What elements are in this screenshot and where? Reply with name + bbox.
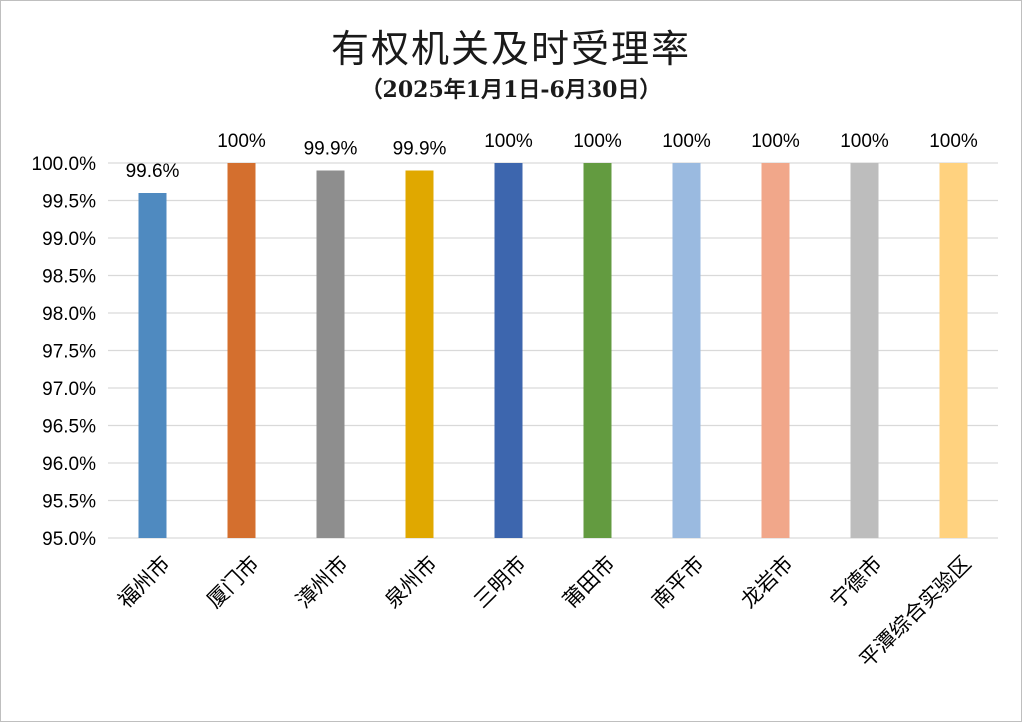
data-label: 100% <box>840 131 889 152</box>
bar <box>939 163 968 538</box>
category-label: 莆田市 <box>558 551 620 613</box>
bar <box>672 163 701 538</box>
bar <box>405 170 434 538</box>
bar <box>138 193 167 538</box>
data-label: 100% <box>751 131 800 152</box>
data-label: 99.9% <box>304 139 358 160</box>
category-label: 福州市 <box>113 551 175 613</box>
bar <box>227 163 256 538</box>
category-label: 三明市 <box>469 551 531 613</box>
category-label: 南平市 <box>647 551 709 613</box>
y-tick-label: 99.5% <box>42 192 96 213</box>
bar <box>583 163 612 538</box>
y-tick-label: 98.5% <box>42 267 96 288</box>
data-label: 100% <box>217 131 266 152</box>
category-label: 泉州市 <box>380 551 442 613</box>
category-label: 漳州市 <box>291 551 353 613</box>
bar <box>316 170 345 538</box>
y-tick-label: 97.5% <box>42 342 96 363</box>
data-label: 100% <box>662 131 711 152</box>
category-label: 宁德市 <box>825 551 887 613</box>
y-tick-label: 97.0% <box>42 379 96 400</box>
y-tick-label: 96.0% <box>42 454 96 475</box>
y-tick-label: 95.5% <box>42 492 96 513</box>
data-label: 99.6% <box>126 161 180 182</box>
data-label: 100% <box>484 131 533 152</box>
category-label: 龙岩市 <box>736 551 798 613</box>
y-tick-label: 99.0% <box>42 229 96 250</box>
category-label: 厦门市 <box>202 551 264 613</box>
bar <box>850 163 879 538</box>
y-tick-label: 96.5% <box>42 417 96 438</box>
bar <box>494 163 523 538</box>
data-label: 100% <box>573 131 622 152</box>
y-tick-label: 100.0% <box>32 154 97 175</box>
data-label: 100% <box>929 131 978 152</box>
y-tick-label: 95.0% <box>42 529 96 550</box>
bar <box>761 163 790 538</box>
y-tick-label: 98.0% <box>42 304 96 325</box>
data-label: 99.9% <box>393 139 447 160</box>
chart-subtitle: （2025年1月1日-6月30日） <box>360 77 662 103</box>
chart-title: 有权机关及时受理率 <box>330 27 691 71</box>
